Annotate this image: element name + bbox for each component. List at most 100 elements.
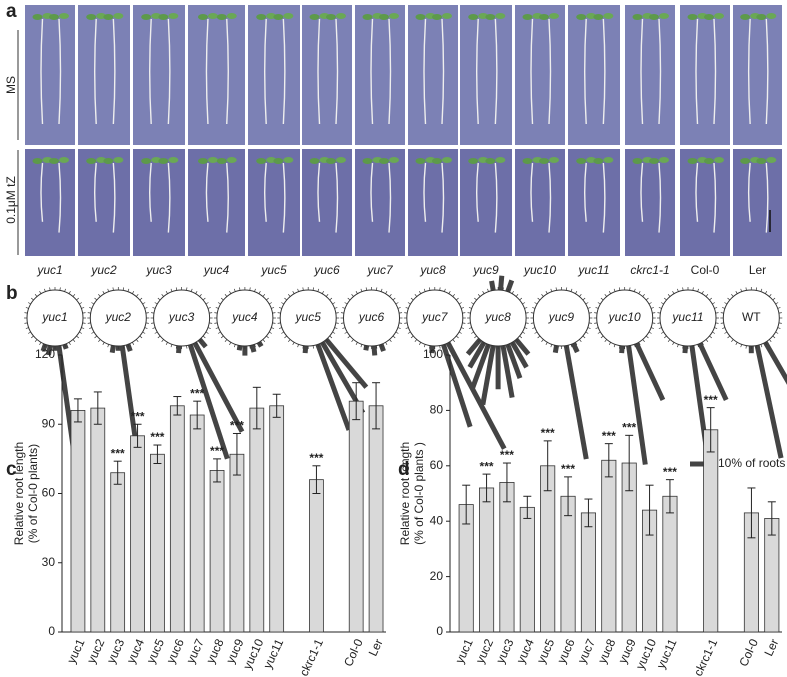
x-tick-label: yuc5	[144, 636, 168, 665]
significance: ***	[663, 465, 677, 479]
rose-bar	[324, 337, 369, 389]
root	[640, 18, 644, 125]
rose-tick	[355, 290, 358, 294]
x-tick-label: yuc5	[534, 636, 558, 665]
y-axis-label: Relative root length	[12, 442, 26, 545]
rose-tick	[760, 344, 763, 348]
rose-tick	[633, 344, 636, 348]
rose-tick	[468, 307, 472, 309]
photo	[188, 149, 245, 256]
y-tick-label: 120	[35, 347, 55, 361]
root	[205, 18, 209, 125]
rose-bar	[754, 344, 784, 459]
rose-label: yuc3	[168, 310, 195, 324]
root	[584, 162, 587, 222]
genotype-label: yuc10	[523, 263, 556, 277]
rose-tick	[224, 339, 228, 342]
photo	[625, 149, 675, 256]
rose-tick	[541, 294, 544, 297]
root	[112, 162, 116, 233]
root	[167, 18, 171, 125]
rose-circle	[722, 289, 780, 347]
photo	[25, 149, 75, 256]
leaf	[216, 14, 227, 20]
rose-bar	[445, 341, 507, 450]
leaf	[649, 158, 659, 164]
photo	[733, 149, 782, 256]
rose-tick	[460, 307, 465, 309]
bar	[662, 495, 678, 633]
rose-tick	[777, 327, 781, 329]
rose-tick	[31, 335, 34, 339]
rose-tick	[618, 345, 621, 349]
rose-label: yuc5	[295, 310, 322, 324]
photo	[355, 5, 405, 145]
rose-bar	[500, 345, 515, 399]
rose-tick	[321, 342, 325, 346]
rose-tick	[284, 335, 287, 339]
leaf	[197, 158, 208, 164]
significance: ***	[561, 462, 575, 476]
rose-tick	[98, 339, 101, 342]
photo	[78, 149, 130, 256]
leaf	[141, 14, 152, 20]
rose-bar	[514, 337, 531, 356]
rose-tick	[658, 307, 662, 309]
root	[282, 162, 286, 233]
leaf	[256, 14, 267, 20]
leaf	[714, 13, 724, 19]
rose-tick	[380, 344, 383, 348]
rose-tick	[342, 327, 346, 329]
x-tick-label: Col-0	[736, 636, 761, 668]
rose-tick	[487, 288, 489, 292]
bar	[479, 487, 495, 633]
rose-tick	[102, 290, 105, 294]
photo	[408, 5, 458, 145]
x-tick-label: yuc11	[260, 636, 286, 670]
rose-tick	[579, 339, 582, 342]
x-tick-label: yuc6	[164, 636, 188, 665]
bar	[348, 400, 364, 633]
significance: ***	[480, 459, 494, 473]
root	[584, 18, 587, 125]
rose-tick	[31, 297, 34, 301]
error-bar	[93, 391, 102, 425]
rose-tick	[595, 307, 599, 309]
y-tick-label: 100	[423, 347, 443, 361]
rose-tick	[444, 344, 446, 348]
leaf	[485, 14, 496, 20]
root	[40, 162, 44, 222]
row-label: MS	[4, 76, 18, 94]
leaf	[649, 14, 659, 20]
rose-tick	[471, 331, 475, 334]
root	[335, 162, 339, 233]
rose-label: yuc2	[105, 310, 132, 324]
rose-tick	[360, 344, 363, 348]
rose-tick	[98, 294, 101, 297]
rose-tick	[127, 288, 130, 292]
leaf	[415, 14, 426, 20]
rose-tick	[136, 339, 139, 342]
panel-label: a	[6, 1, 17, 22]
leaf	[336, 157, 346, 163]
rose-tick	[81, 327, 85, 329]
x-tick-label: yuc3	[493, 636, 517, 665]
rose-tick	[44, 344, 46, 348]
root	[494, 162, 498, 233]
rose-tick	[87, 322, 91, 324]
root	[112, 18, 116, 125]
root	[149, 18, 152, 125]
bar	[90, 407, 106, 633]
significance: ***	[309, 451, 323, 465]
rose-bar	[249, 344, 257, 353]
root	[423, 162, 427, 222]
rose-tick	[769, 339, 772, 342]
genotype-label: yuc4	[203, 263, 230, 277]
rose-tick	[220, 297, 224, 301]
rose-tick	[545, 290, 548, 294]
leaf	[740, 14, 751, 20]
x-tick-label: Ler	[761, 637, 781, 659]
rose-tick	[233, 344, 236, 348]
leaf	[309, 14, 320, 20]
rose-tick	[515, 339, 519, 342]
